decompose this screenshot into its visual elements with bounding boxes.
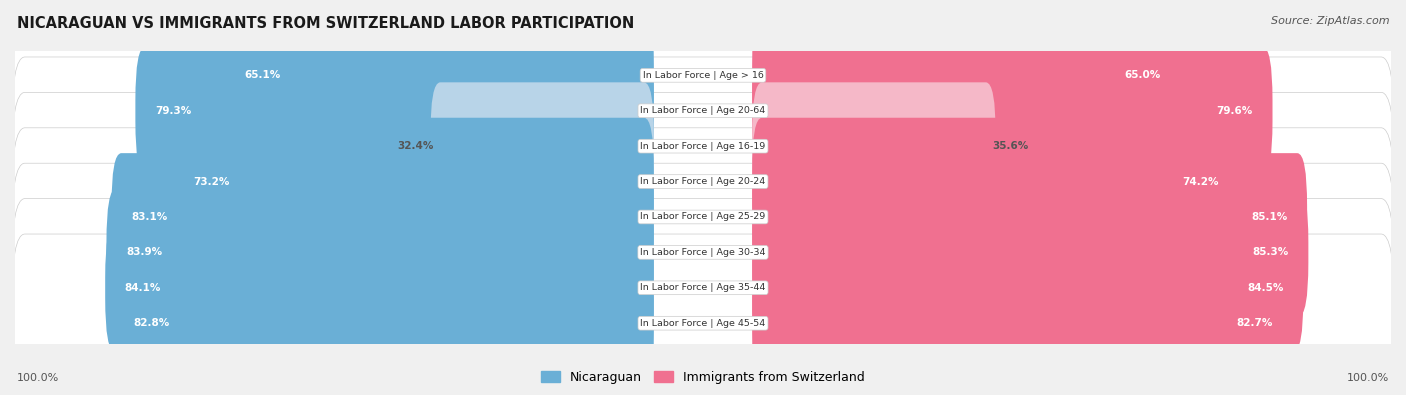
FancyBboxPatch shape bbox=[105, 224, 654, 352]
Legend: Nicaraguan, Immigrants from Switzerland: Nicaraguan, Immigrants from Switzerland bbox=[536, 366, 870, 389]
Text: 65.0%: 65.0% bbox=[1125, 70, 1161, 80]
Text: 35.6%: 35.6% bbox=[993, 141, 1029, 151]
FancyBboxPatch shape bbox=[174, 118, 654, 245]
FancyBboxPatch shape bbox=[225, 11, 654, 139]
Text: In Labor Force | Age 35-44: In Labor Force | Age 35-44 bbox=[640, 283, 766, 292]
Text: In Labor Force | Age > 16: In Labor Force | Age > 16 bbox=[643, 71, 763, 80]
Text: 82.7%: 82.7% bbox=[1236, 318, 1272, 328]
FancyBboxPatch shape bbox=[135, 47, 654, 175]
FancyBboxPatch shape bbox=[11, 57, 1395, 235]
Text: In Labor Force | Age 25-29: In Labor Force | Age 25-29 bbox=[640, 213, 766, 222]
FancyBboxPatch shape bbox=[11, 92, 1395, 271]
FancyBboxPatch shape bbox=[11, 234, 1395, 395]
Text: In Labor Force | Age 20-64: In Labor Force | Age 20-64 bbox=[640, 106, 766, 115]
Text: 84.5%: 84.5% bbox=[1247, 283, 1284, 293]
Text: 100.0%: 100.0% bbox=[1347, 373, 1389, 383]
FancyBboxPatch shape bbox=[111, 153, 654, 281]
FancyBboxPatch shape bbox=[752, 11, 1181, 139]
FancyBboxPatch shape bbox=[114, 260, 654, 387]
Text: 79.3%: 79.3% bbox=[155, 106, 191, 116]
FancyBboxPatch shape bbox=[752, 224, 1303, 352]
Text: 82.8%: 82.8% bbox=[134, 318, 169, 328]
Text: 79.6%: 79.6% bbox=[1216, 106, 1253, 116]
Text: 85.1%: 85.1% bbox=[1251, 212, 1288, 222]
Text: 84.1%: 84.1% bbox=[125, 283, 162, 293]
Text: 85.3%: 85.3% bbox=[1253, 247, 1289, 258]
FancyBboxPatch shape bbox=[107, 188, 654, 316]
Text: 73.2%: 73.2% bbox=[194, 177, 229, 186]
Text: NICARAGUAN VS IMMIGRANTS FROM SWITZERLAND LABOR PARTICIPATION: NICARAGUAN VS IMMIGRANTS FROM SWITZERLAN… bbox=[17, 16, 634, 31]
FancyBboxPatch shape bbox=[11, 163, 1395, 342]
Text: Source: ZipAtlas.com: Source: ZipAtlas.com bbox=[1271, 16, 1389, 26]
Text: In Labor Force | Age 20-24: In Labor Force | Age 20-24 bbox=[640, 177, 766, 186]
Text: 83.1%: 83.1% bbox=[131, 212, 167, 222]
Text: In Labor Force | Age 30-34: In Labor Force | Age 30-34 bbox=[640, 248, 766, 257]
FancyBboxPatch shape bbox=[11, 0, 1395, 164]
Text: 65.1%: 65.1% bbox=[245, 70, 281, 80]
FancyBboxPatch shape bbox=[752, 82, 995, 210]
FancyBboxPatch shape bbox=[752, 47, 1272, 175]
Text: 83.9%: 83.9% bbox=[127, 247, 162, 258]
Text: In Labor Force | Age 16-19: In Labor Force | Age 16-19 bbox=[640, 142, 766, 150]
FancyBboxPatch shape bbox=[11, 128, 1395, 306]
Text: 32.4%: 32.4% bbox=[398, 141, 433, 151]
Text: 100.0%: 100.0% bbox=[17, 373, 59, 383]
FancyBboxPatch shape bbox=[430, 82, 654, 210]
Text: In Labor Force | Age 45-54: In Labor Force | Age 45-54 bbox=[640, 319, 766, 328]
FancyBboxPatch shape bbox=[752, 260, 1292, 387]
FancyBboxPatch shape bbox=[11, 22, 1395, 200]
FancyBboxPatch shape bbox=[11, 199, 1395, 377]
FancyBboxPatch shape bbox=[752, 118, 1239, 245]
FancyBboxPatch shape bbox=[752, 188, 1309, 316]
FancyBboxPatch shape bbox=[752, 153, 1308, 281]
Text: 74.2%: 74.2% bbox=[1182, 177, 1219, 186]
